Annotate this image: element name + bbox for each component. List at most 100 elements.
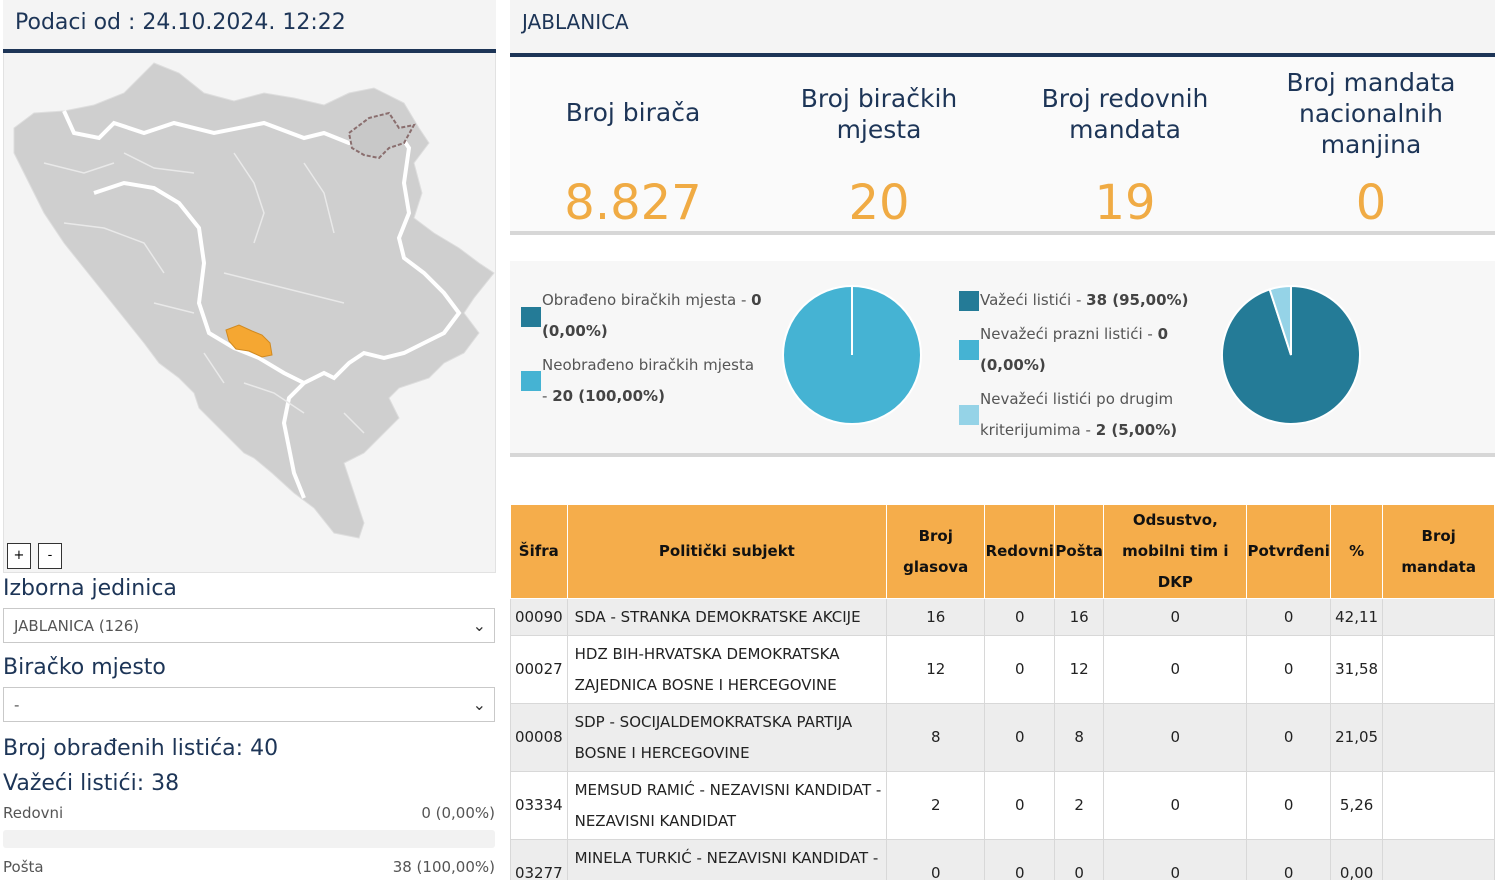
results-table: Šifra Politički subjekt Broj glasova Red…	[510, 504, 1495, 880]
constituency-select[interactable]: JABLANICA (126) ⌄	[3, 608, 495, 643]
zoom-in-button[interactable]: +	[7, 543, 31, 569]
kpi-regular-mandates: Broj redovnih mandata 19	[1002, 57, 1248, 231]
constituency-value: JABLANICA (126)	[14, 617, 140, 635]
cell-regular: 0	[984, 839, 1056, 880]
kpi-value: 19	[1094, 175, 1156, 231]
data-timestamp: Podaci od : 24.10.2024. 12:22	[3, 0, 496, 53]
municipal-borders	[43, 152, 365, 434]
col-regular[interactable]: Redovni	[984, 504, 1056, 599]
entity-line-2	[93, 180, 305, 385]
cell-percent: 42,11	[1329, 598, 1384, 636]
cell-votes: 2	[886, 771, 986, 840]
col-mail[interactable]: Pošta	[1054, 504, 1105, 599]
table-row[interactable]: 03277 MINELA TURKIĆ - NEZAVISNI KANDIDAT …	[510, 839, 1495, 880]
table-row[interactable]: 00090 SDA - STRANKA DEMOKRATSKE AKCIJE 16 0…	[510, 598, 1495, 636]
cell-regular: 0	[984, 635, 1056, 704]
mail-value: 38 (100,00%)	[392, 858, 495, 876]
cell-absent: 0	[1103, 635, 1248, 704]
cell-absent: 0	[1103, 703, 1248, 772]
cell-regular: 0	[984, 703, 1056, 772]
cell-absent: 0	[1103, 771, 1248, 840]
table-row[interactable]: 00027 HDZ BIH-HRVATSKA DEMOKRATSKA ZAJEDN…	[510, 635, 1495, 704]
col-party[interactable]: Politički subjekt	[566, 504, 888, 599]
cell-code: 03334	[510, 771, 568, 840]
legend-swatch	[521, 307, 541, 327]
cell-code: 00027	[510, 635, 568, 704]
table-row[interactable]: 00008 SDP - SOCIJALDEMOKRATSKA PARTIJA BO…	[510, 703, 1495, 772]
mail-label: Pošta	[3, 858, 44, 876]
cell-absent: 0	[1103, 598, 1248, 636]
cell-party: HDZ BIH-HRVATSKA DEMOKRATSKA ZAJEDNICA B…	[566, 635, 888, 704]
cell-confirmed: 0	[1246, 598, 1331, 636]
entity-line	[62, 110, 462, 499]
polling-place-select[interactable]: - ⌄	[3, 687, 495, 722]
kpi-row: Broj birača 8.827 Broj biračkih mjesta 2…	[510, 57, 1495, 235]
legend-invalid-other: Nevažeći listići po drugim kriterijumima…	[980, 390, 1178, 439]
polling-place-value: -	[14, 696, 20, 714]
left-panel: Podaci od : 24.10.2024. 12:22 + - Izborn…	[3, 0, 496, 880]
map-container[interactable]: + -	[3, 53, 496, 573]
chevron-down-icon: ⌄	[472, 616, 486, 635]
kpi-value: 0	[1355, 175, 1387, 231]
regular-value: 0 (0,00%)	[421, 804, 495, 822]
cell-code: 00090	[510, 598, 568, 636]
cell-mandates	[1382, 703, 1495, 772]
col-votes[interactable]: Broj glasova	[886, 504, 986, 599]
mail-row: Pošta 38 (100,00%)	[3, 858, 495, 876]
col-absent[interactable]: Odsustvo, mobilni tim i DKP	[1103, 504, 1248, 599]
cell-party: SDA - STRANKA DEMOKRATSKE AKCIJE	[566, 598, 888, 636]
legend-processed: Obrađeno biračkih mjesta - 0 (0,00%)	[542, 291, 762, 340]
col-percent[interactable]: %	[1329, 504, 1384, 599]
zoom-out-button[interactable]: -	[38, 543, 62, 569]
col-code[interactable]: Šifra	[510, 504, 568, 599]
ballots-pie[interactable]	[1221, 285, 1361, 425]
kpi-voters: Broj birača 8.827	[510, 57, 756, 231]
cell-percent: 21,05	[1329, 703, 1384, 772]
cell-regular: 0	[984, 598, 1056, 636]
jablanica-highlight	[225, 324, 273, 358]
cell-votes: 8	[886, 703, 986, 772]
cell-party: MINELA TURKIĆ - NEZAVISNI KANDIDAT - NEZ…	[566, 839, 888, 880]
cell-confirmed: 0	[1246, 839, 1331, 880]
table-header-row: Šifra Politički subjekt Broj glasova Red…	[510, 504, 1495, 599]
legend-swatch	[959, 340, 979, 360]
legend-valid: Važeći listići - 38 (95,00%)	[980, 291, 1189, 309]
cell-mandates	[1382, 598, 1495, 636]
kpi-title: Broj biračkih mjesta	[800, 84, 958, 144]
cell-percent: 5,26	[1329, 771, 1384, 840]
regular-progress-bar	[3, 830, 495, 848]
kpi-title: Broj redovnih mandata	[1041, 84, 1209, 144]
kpi-minority-mandates: Broj mandata nacionalnih manjina 0	[1248, 57, 1494, 231]
cell-mail: 16	[1054, 598, 1105, 636]
processed-ballots: Broj obrađenih listića: 40	[3, 736, 279, 761]
country-shape	[13, 62, 495, 539]
charts-row: Obrađeno biračkih mjesta - 0 (0,00%) Neo…	[510, 261, 1495, 457]
cell-mandates	[1382, 635, 1495, 704]
kpi-polling-places: Broj biračkih mjesta 20	[756, 57, 1002, 231]
cell-code: 00008	[510, 703, 568, 772]
cell-percent: 0,00	[1329, 839, 1384, 880]
regular-label: Redovni	[3, 804, 64, 822]
cell-votes: 12	[886, 635, 986, 704]
polling-places-pie[interactable]	[782, 285, 922, 425]
chevron-down-icon: ⌄	[472, 695, 486, 714]
brcko-district	[347, 111, 416, 160]
right-panel: JABLANICA Broj birača 8.827 Broj birački…	[510, 0, 1495, 457]
polling-place-label: Biračko mjesto	[3, 655, 166, 680]
bih-map[interactable]	[4, 53, 497, 573]
col-confirmed[interactable]: Potvrđeni	[1246, 504, 1331, 599]
cell-party: SDP - SOCIJALDEMOKRATSKA PARTIJA BOSNE I…	[566, 703, 888, 772]
municipality-title: JABLANICA	[510, 0, 1495, 57]
cell-votes: 16	[886, 598, 986, 636]
table-row[interactable]: 03334 MEMSUD RAMIĆ - NEZAVISNI KANDIDAT -…	[510, 771, 1495, 840]
legend-swatch	[959, 405, 979, 425]
col-mandates[interactable]: Broj mandata	[1382, 504, 1495, 599]
cell-mail: 8	[1054, 703, 1105, 772]
cell-percent: 31,58	[1329, 635, 1384, 704]
kpi-value: 8.827	[564, 175, 702, 231]
cell-confirmed: 0	[1246, 703, 1331, 772]
cell-confirmed: 0	[1246, 635, 1331, 704]
legend-invalid-blank: Nevažeći prazni listići - 0 (0,00%)	[980, 325, 1169, 374]
legend-swatch	[959, 291, 979, 311]
legend-unprocessed: Neobrađeno biračkih mjesta - 20 (100,00%…	[542, 356, 755, 405]
